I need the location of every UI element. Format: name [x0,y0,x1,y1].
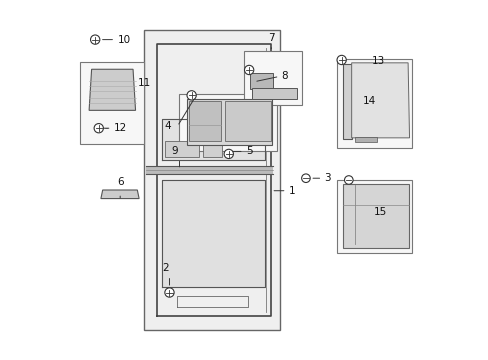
Polygon shape [251,88,297,99]
Circle shape [224,149,233,158]
Text: 3: 3 [324,173,330,183]
Text: 14: 14 [363,96,376,107]
Polygon shape [249,73,272,89]
Bar [244,51,301,105]
Text: 4: 4 [164,121,171,131]
Circle shape [90,35,100,44]
Text: 10: 10 [117,35,130,45]
Bar [179,94,276,152]
Bar [337,59,411,148]
Circle shape [336,55,346,64]
Polygon shape [189,101,221,141]
Text: 11: 11 [138,78,151,88]
Circle shape [186,91,196,100]
Circle shape [94,123,103,133]
Text: 5: 5 [245,147,252,157]
Circle shape [244,65,253,75]
Text: 6: 6 [117,177,123,187]
Polygon shape [224,101,271,141]
Polygon shape [101,190,139,199]
Polygon shape [187,99,272,145]
Text: 12: 12 [114,123,127,133]
Text: –: – [104,125,108,131]
Bar [143,30,280,330]
Circle shape [164,288,174,297]
Text: 13: 13 [370,57,384,66]
Polygon shape [342,184,408,248]
Polygon shape [342,64,351,139]
Text: 9: 9 [171,146,178,156]
Bar [80,62,144,144]
Bar [165,141,199,157]
Bar [146,166,272,174]
Polygon shape [351,63,408,138]
Text: 8: 8 [281,71,288,81]
Circle shape [301,174,309,183]
Text: 15: 15 [373,207,386,217]
Text: 2: 2 [162,263,168,273]
Text: 7: 7 [267,33,274,43]
Bar [203,141,222,157]
Polygon shape [89,69,135,111]
Polygon shape [162,180,264,287]
Polygon shape [354,137,376,143]
Polygon shape [162,119,264,160]
Bar [337,180,411,253]
Text: 1: 1 [288,186,295,196]
Circle shape [344,176,352,184]
